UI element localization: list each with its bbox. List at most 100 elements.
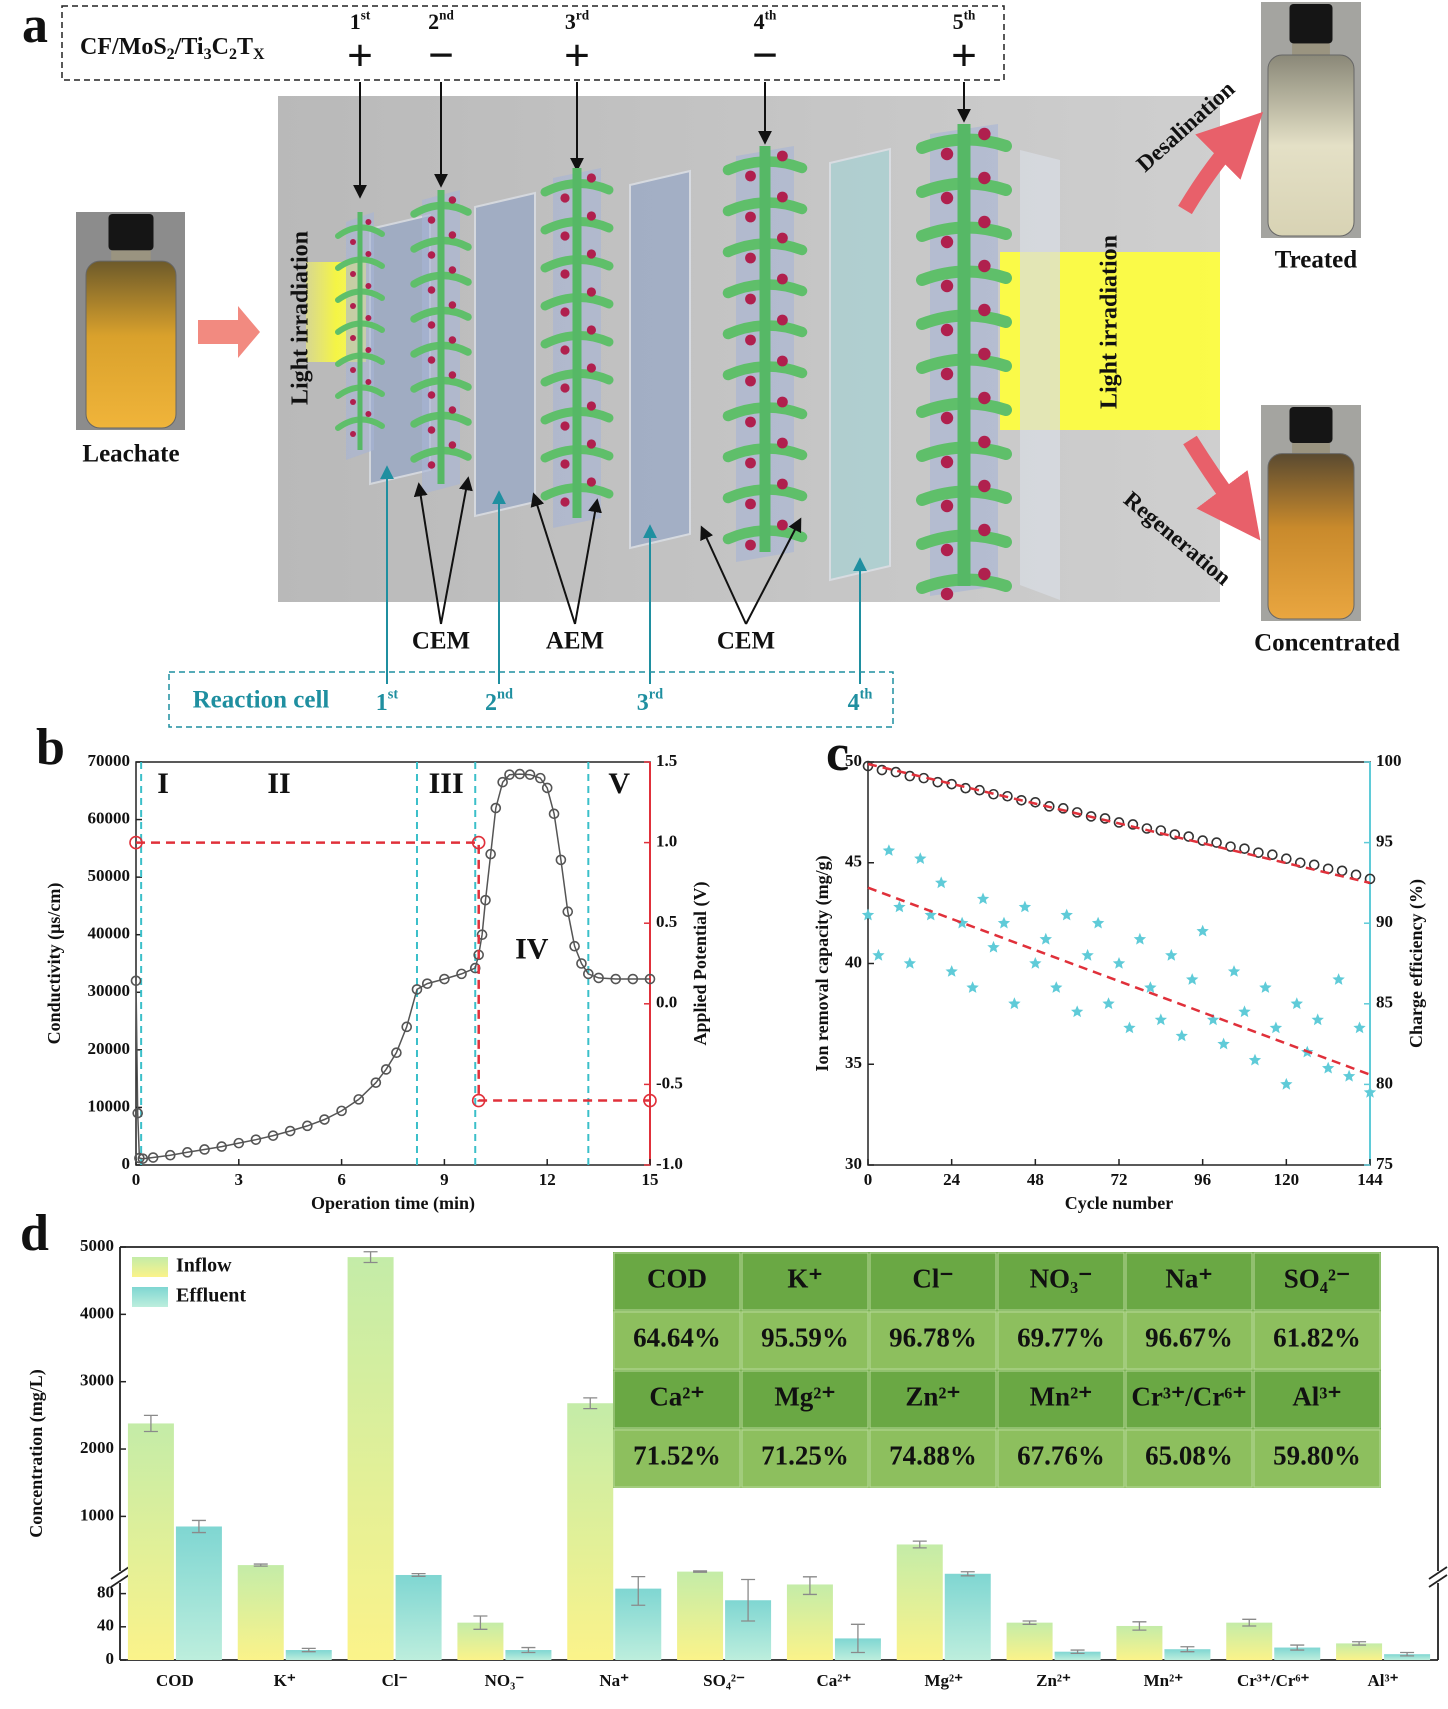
particle [560,345,570,355]
table-cell-text: 69.77% [1017,1323,1105,1353]
error-bar [1132,1621,1147,1631]
panel-b: b 0 3 6 9 12 15 0 10000 20000 30000 40000 50000 60000… [36,719,711,1214]
y-tick-label: 30000 [88,981,131,1000]
table-cell [1125,1370,1253,1429]
x-axis-label: Cycle number [1065,1193,1173,1213]
table-cell [613,1370,741,1429]
y-tick-label: 40000 [88,924,131,943]
table-cell-text: 71.52% [633,1441,721,1471]
particle [365,251,372,257]
particle [745,539,756,551]
y2-axis-label: Charge efficiency (%) [1406,879,1427,1048]
particle [586,287,597,297]
table-row [613,1429,1381,1488]
concentrated-bottle-cap [1289,407,1333,444]
point [480,894,491,906]
x-tick-label: Cl⁻ [382,1671,408,1690]
y2-tick-label: 1.0 [656,832,677,851]
bar [1006,1622,1053,1660]
electrode-ordinal: 4th [754,7,777,34]
table-cell [869,1429,997,1488]
x-tick-label: COD [156,1671,194,1690]
point [1154,1013,1167,1026]
particle [745,293,756,305]
y-tick-label: 0 [106,1649,115,1668]
particle [978,391,991,405]
point [903,957,916,969]
table-cell [1253,1252,1381,1311]
point [1113,817,1125,828]
point [1290,997,1303,1010]
point [147,1152,159,1163]
point [267,1130,279,1141]
error-bar [301,1647,316,1653]
table-cell [1253,1370,1381,1429]
point [504,769,515,780]
point [353,1094,365,1105]
point [1196,924,1209,937]
particle [448,441,457,449]
phase-label: II [267,767,290,800]
membrane [474,191,536,518]
point [945,965,958,977]
y-tick-label: 70000 [88,751,131,770]
bar [944,1573,991,1660]
x-tick-label: 0 [864,1170,873,1189]
table-cell [1125,1429,1253,1488]
error-bar [741,1578,756,1622]
y-tick-label: 50 [845,751,862,770]
fit-line [136,841,650,1102]
point [1322,1061,1335,1074]
cell-ordinal: 2nd [485,687,513,716]
table-cell [613,1311,741,1370]
error-bar [693,1570,708,1573]
cell-ordinal-number: 2 [485,690,497,716]
table-cell [741,1252,869,1311]
table-row [613,1252,1381,1311]
table-cell [1125,1311,1253,1370]
point [1018,900,1032,913]
electrode-ordinal-number: 3 [565,9,576,34]
particle [560,269,570,279]
y-tick-label: 5000 [80,1236,114,1255]
particle [777,478,788,490]
particle [586,325,597,335]
particle [978,347,991,361]
particle [427,391,436,399]
y2-tick-label: 95 [1376,832,1393,851]
y2-tick-label: 90 [1376,912,1393,931]
point [535,772,546,784]
error-bar [850,1623,865,1654]
particle [350,239,356,245]
point [904,770,916,782]
particle [586,173,597,183]
point [380,1064,392,1075]
particle [745,334,756,346]
particle [365,219,372,225]
point [1269,1021,1283,1034]
table-cell [997,1252,1125,1311]
y2-tick-label: -0.5 [656,1073,683,1092]
cell-ordinal-suffix: th [860,687,873,703]
particle [745,211,756,223]
table-cell [741,1429,869,1488]
particle [978,523,991,537]
electrode-label-part: 2 [229,46,237,63]
particle [940,455,954,469]
table-row [613,1311,1381,1370]
particle [448,336,457,344]
point [411,984,423,995]
particle [586,401,597,411]
bar [786,1584,833,1660]
error-bar [521,1646,536,1654]
cell-ordinal-number: 3 [637,690,649,716]
point [1206,1013,1220,1026]
table-cell-text: Cr³⁺/Cr⁶⁺ [1131,1382,1246,1412]
y-tick-label: 40 [845,952,862,971]
electrode-ordinal: 1st [350,7,371,34]
particle [448,231,457,239]
particle [560,497,570,507]
y2-tick-label: 0.5 [656,912,677,931]
point [401,1021,413,1033]
cell-ordinal-number: 4 [848,690,860,716]
